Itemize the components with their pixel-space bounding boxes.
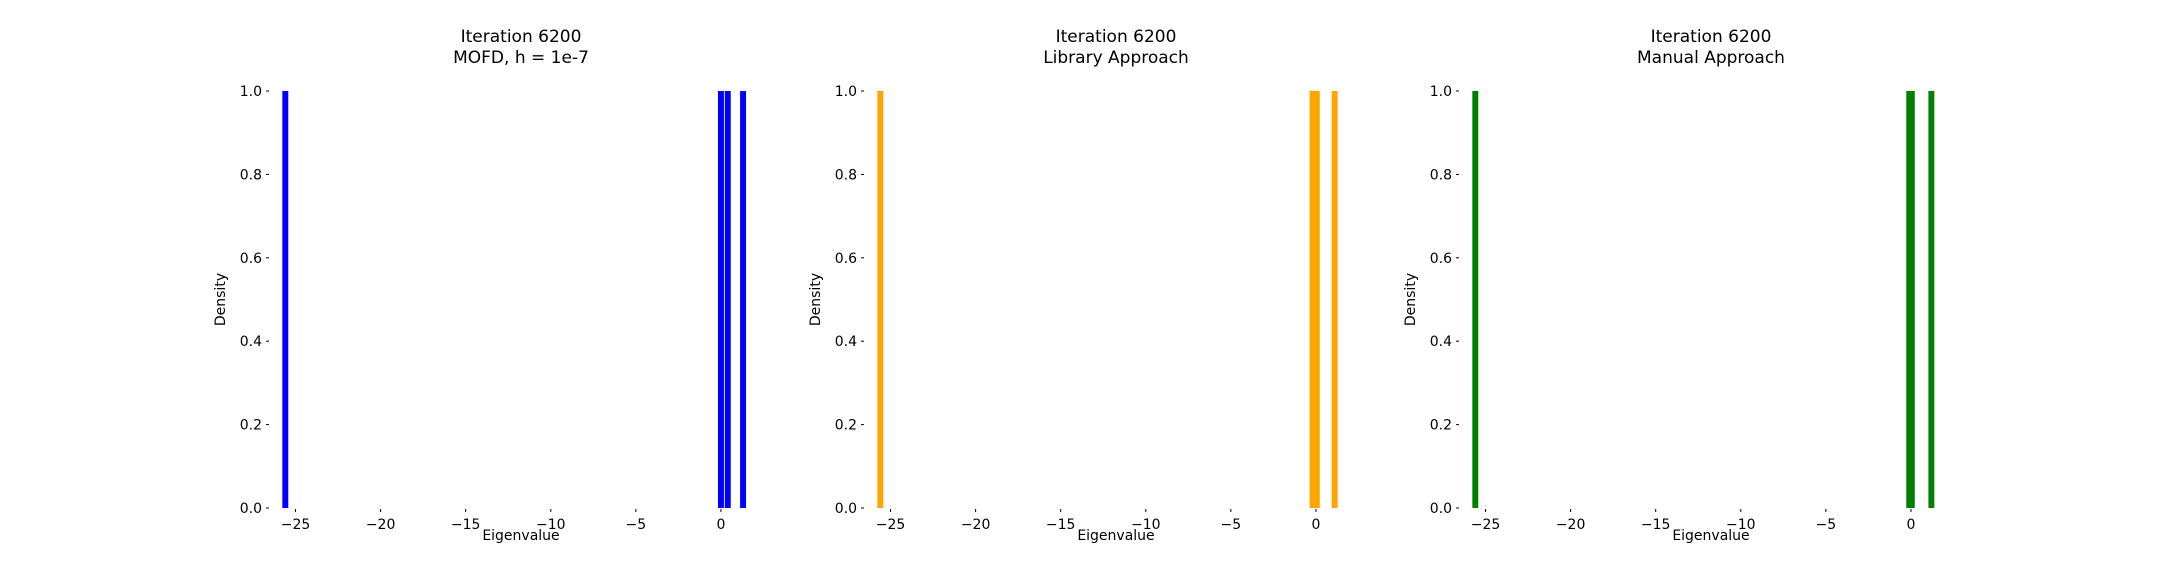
- x-axis-label: Eigenvalue: [482, 528, 559, 544]
- x-tick-label: −10: [1131, 517, 1161, 533]
- y-axis-label: Density: [213, 273, 229, 326]
- y-tick-label: 0.6: [1430, 251, 1452, 267]
- y-tick-label: 0.6: [240, 251, 262, 267]
- x-tick-label: −25: [1471, 517, 1501, 533]
- x-tick-label: −5: [1221, 517, 1242, 533]
- chart-title-line: MOFD, h = 1e-7: [453, 48, 589, 68]
- y-tick-label: 1.0: [240, 84, 262, 100]
- histogram-bar: [717, 91, 724, 508]
- y-axis-label: Density: [808, 273, 824, 326]
- chart-title-line: Manual Approach: [1637, 48, 1785, 68]
- x-tick-label: −20: [366, 517, 396, 533]
- histogram-bar: [1313, 91, 1320, 508]
- y-tick-label: 0.8: [835, 167, 857, 183]
- histogram-bar: [740, 91, 747, 508]
- y-tick-label: 0.6: [835, 251, 857, 267]
- chart-panel-1: Iteration 6200 MOFD, h = 1e-7 0.0 0.2 0.4 0.6…: [213, 27, 747, 544]
- x-tick-label: −25: [876, 517, 906, 533]
- x-tick-label: −10: [536, 517, 566, 533]
- y-tick-label: 0.0: [1430, 501, 1452, 517]
- x-tick-label: −5: [1816, 517, 1837, 533]
- x-tick-label: 0: [1311, 517, 1320, 533]
- x-axis-label: Eigenvalue: [1672, 528, 1749, 544]
- histogram-bar: [877, 91, 884, 508]
- y-tick-label: 0.4: [240, 334, 262, 350]
- y-tick-label: 0.8: [1430, 167, 1452, 183]
- histogram-bar: [724, 91, 731, 508]
- y-tick-label: 1.0: [1430, 84, 1452, 100]
- chart-panel-3: Iteration 6200 Manual Approach 0.0 0.2 0.4 0.…: [1403, 27, 1935, 544]
- chart-panel-2: Iteration 6200 Library Approach 0.0 0.2 0.4 0…: [808, 27, 1338, 544]
- chart-title-line: Iteration 6200: [461, 27, 582, 47]
- x-axis-label: Eigenvalue: [1077, 528, 1154, 544]
- y-axis-label: Density: [1403, 273, 1419, 326]
- x-tick-label: −15: [1641, 517, 1671, 533]
- chart-title-line: Iteration 6200: [1056, 27, 1177, 47]
- x-tick-label: −10: [1726, 517, 1756, 533]
- y-tick-label: 0.0: [835, 501, 857, 517]
- y-tick-label: 1.0: [835, 84, 857, 100]
- chart-title: Iteration 6200 Library Approach: [1043, 27, 1189, 68]
- y-tick-label: 0.0: [240, 501, 262, 517]
- x-tick-label: −20: [961, 517, 991, 533]
- x-tick-label: −20: [1556, 517, 1586, 533]
- histogram-bar: [1331, 91, 1338, 508]
- y-tick-label: 0.2: [835, 418, 857, 434]
- histogram-bar: [1928, 91, 1935, 508]
- y-tick-label: 0.8: [240, 167, 262, 183]
- y-tick-label: 0.4: [1430, 334, 1452, 350]
- chart-title: Iteration 6200 Manual Approach: [1637, 27, 1785, 68]
- y-tick-label: 0.2: [240, 418, 262, 434]
- histogram-bar: [1472, 91, 1479, 508]
- x-tick-label: −15: [451, 517, 481, 533]
- x-tick-label: −15: [1046, 517, 1076, 533]
- chart-title-line: Library Approach: [1043, 48, 1189, 68]
- x-tick-label: 0: [1906, 517, 1915, 533]
- x-tick-label: −5: [626, 517, 647, 533]
- x-tick-label: 0: [716, 517, 725, 533]
- y-tick-label: 0.4: [835, 334, 857, 350]
- x-tick-label: −25: [281, 517, 311, 533]
- histogram-bar: [1908, 91, 1915, 508]
- chart-title-line: Iteration 6200: [1651, 27, 1772, 47]
- histogram-bar: [282, 91, 289, 508]
- y-tick-label: 0.2: [1430, 418, 1452, 434]
- chart-title: Iteration 6200 MOFD, h = 1e-7: [453, 27, 589, 68]
